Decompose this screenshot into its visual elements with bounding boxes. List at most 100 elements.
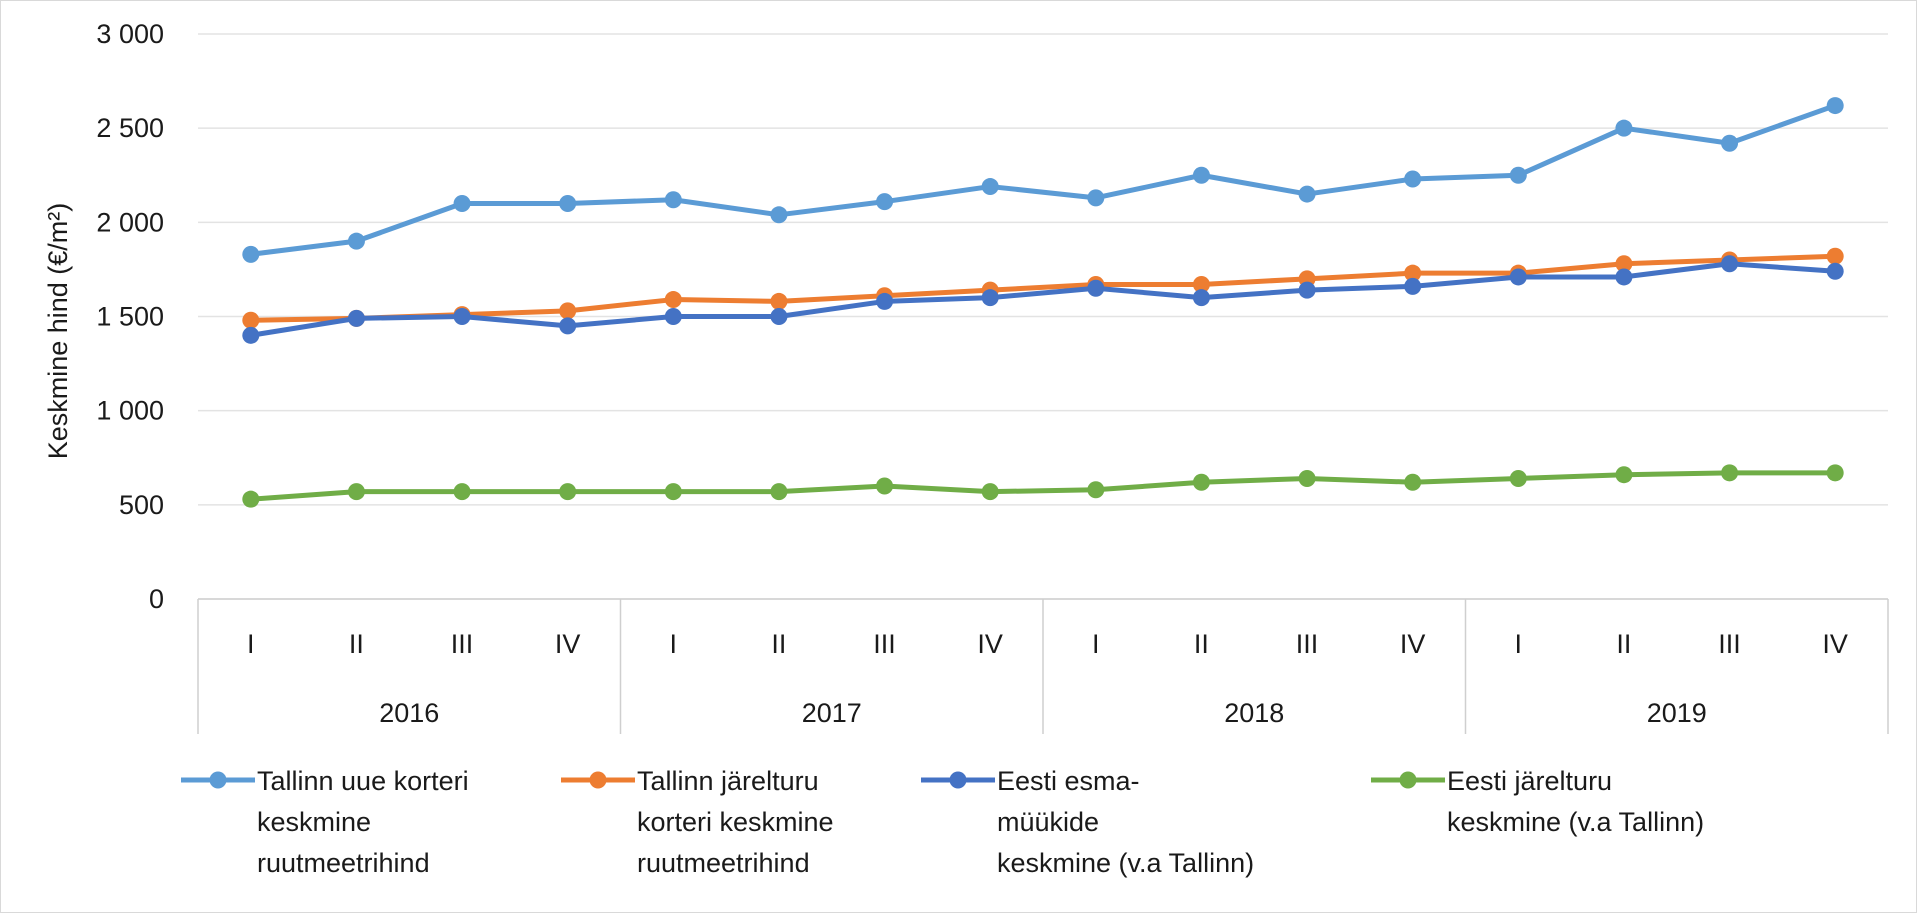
data-point — [1721, 134, 1739, 152]
data-point — [770, 206, 788, 224]
legend-label: Tallinn järelturu — [637, 766, 819, 796]
legend-label: keskmine — [257, 807, 371, 837]
y-axis-ticks: 0 500 1 000 1 500 2 000 2 500 3 000 — [96, 19, 164, 614]
data-point — [1826, 464, 1844, 482]
data-point — [1298, 469, 1316, 487]
legend-label: ruutmeetrihind — [637, 848, 810, 878]
data-point — [1298, 281, 1316, 299]
y-tick-label: 1 000 — [96, 396, 164, 426]
x-tick-label: II — [1616, 629, 1631, 659]
legend-label: müükide — [997, 807, 1099, 837]
legend-label: korteri keskmine — [637, 807, 834, 837]
x-tick-label: II — [1194, 629, 1209, 659]
data-point — [1721, 464, 1739, 482]
data-point — [1404, 277, 1422, 295]
data-point — [664, 308, 682, 325]
data-point — [242, 326, 260, 344]
x-tick-label: II — [771, 629, 786, 659]
x-group-label: 2018 — [1224, 698, 1284, 728]
x-tick-label: IV — [1822, 629, 1848, 659]
data-point — [559, 317, 577, 335]
data-point — [1509, 268, 1527, 286]
data-point — [1087, 279, 1105, 297]
x-tick-label: I — [670, 629, 678, 659]
y-tick-label: 500 — [119, 490, 164, 520]
data-point — [242, 490, 260, 508]
x-tick-label: III — [451, 629, 474, 659]
data-point — [1087, 481, 1105, 499]
data-point — [1404, 264, 1422, 282]
data-point — [876, 193, 894, 211]
data-point — [242, 311, 260, 329]
x-tick-label: III — [1718, 629, 1741, 659]
legend-label: ruutmeetrihind — [257, 848, 430, 878]
data-point — [559, 302, 577, 320]
legend-item: Eesti esma-müükide keskmine (v.a Tallinn) — [921, 766, 1254, 878]
data-point — [1509, 469, 1527, 487]
x-tick-label: I — [247, 629, 255, 659]
y-axis-label: Keskmine hind (€/m²) — [43, 203, 73, 460]
data-point — [876, 292, 894, 310]
legend-item: Tallinn järelturu korteri keskmine ruutmee… — [561, 766, 834, 878]
data-point — [770, 292, 788, 310]
series-line — [248, 253, 1838, 323]
data-point — [1404, 170, 1422, 188]
data-point — [664, 483, 682, 501]
legend: Tallinn uue korteri keskmine ruutmeetrihin… — [181, 766, 1704, 878]
series-line — [248, 103, 1838, 257]
x-tick-label: I — [1092, 629, 1100, 659]
legend-label: keskmine (v.a Tallinn) — [997, 848, 1254, 878]
data-point — [1192, 166, 1210, 184]
y-tick-label: 2 500 — [96, 113, 164, 143]
legend-label: Eesti järelturu — [1447, 766, 1612, 796]
legend-label: Eesti esma- — [997, 766, 1140, 796]
data-point — [664, 191, 682, 209]
data-point — [1192, 275, 1210, 293]
legend-swatch-marker — [209, 771, 227, 789]
data-point — [770, 483, 788, 501]
legend-swatch-marker — [949, 771, 967, 789]
series-1 — [242, 97, 1844, 263]
data-point — [1087, 189, 1105, 207]
data-point — [1192, 289, 1210, 307]
x-tick-label: III — [1296, 629, 1319, 659]
data-point — [1615, 255, 1633, 273]
data-point — [453, 195, 471, 212]
x-tick-label: IV — [555, 629, 581, 659]
data-point — [876, 477, 894, 495]
series-line — [248, 261, 1838, 338]
data-point — [347, 232, 365, 250]
data-point — [1826, 262, 1844, 280]
data-point — [1192, 473, 1210, 491]
data-point — [559, 483, 577, 501]
data-point — [1509, 166, 1527, 184]
data-point — [1615, 119, 1633, 137]
x-group-label: 2017 — [802, 698, 862, 728]
legend-label: keskmine (v.a Tallinn) — [1447, 807, 1704, 837]
legend-label: Tallinn uue korteri — [257, 766, 469, 796]
y-tick-label: 1 500 — [96, 302, 164, 332]
data-point — [242, 245, 260, 263]
data-point — [770, 308, 788, 325]
data-point — [453, 483, 471, 501]
x-group-label: 2016 — [379, 698, 439, 728]
series-group — [242, 97, 1844, 508]
data-point — [981, 178, 999, 196]
series-line — [248, 470, 1838, 502]
data-point — [347, 309, 365, 327]
y-tick-label: 0 — [149, 584, 164, 614]
data-point — [1404, 473, 1422, 491]
data-point — [453, 308, 471, 325]
series-3 — [242, 255, 1844, 344]
x-tick-label: IV — [977, 629, 1003, 659]
y-tick-label: 3 000 — [96, 19, 164, 49]
data-point — [347, 483, 365, 501]
data-point — [1826, 97, 1844, 115]
x-tick-label: III — [873, 629, 896, 659]
data-point — [1826, 247, 1844, 265]
x-group-label: 2019 — [1647, 698, 1707, 728]
data-point — [559, 195, 577, 212]
x-tick-label: IV — [1400, 629, 1426, 659]
data-point — [1721, 255, 1739, 273]
